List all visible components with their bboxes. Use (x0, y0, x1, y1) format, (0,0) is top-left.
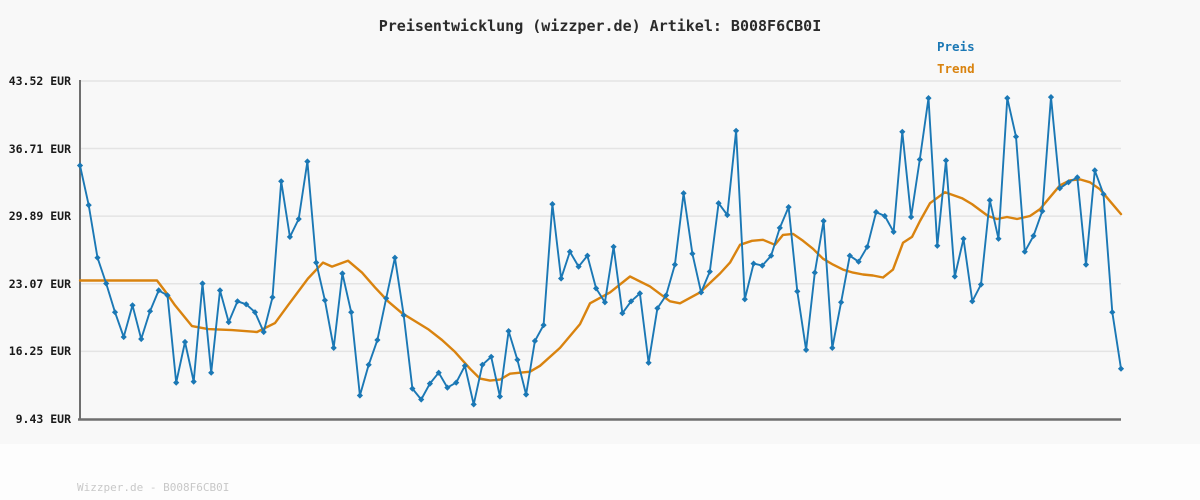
preis-line (79, 96, 1122, 406)
chart-title: Preisentwicklung (wizzper.de) Artikel: B… (378, 17, 822, 35)
legend-item-preis: Preis (937, 39, 975, 54)
legend-item-trend: Trend (937, 61, 975, 76)
preis-markers (76, 94, 1125, 408)
y-tick-label: 9.43 EUR (15, 412, 71, 426)
trend-line (78, 178, 1123, 382)
y-tick-label: 43.52 EUR (8, 74, 71, 88)
y-tick-label: 16.25 EUR (8, 344, 71, 359)
y-tick-label: 23.07 EUR (8, 276, 71, 291)
y-tick-label: 29.89 EUR (8, 209, 71, 224)
y-tick-label: 36.71 EUR (8, 141, 71, 156)
watermark-text: Wizzper.de - B008F6CB0I (77, 481, 230, 494)
